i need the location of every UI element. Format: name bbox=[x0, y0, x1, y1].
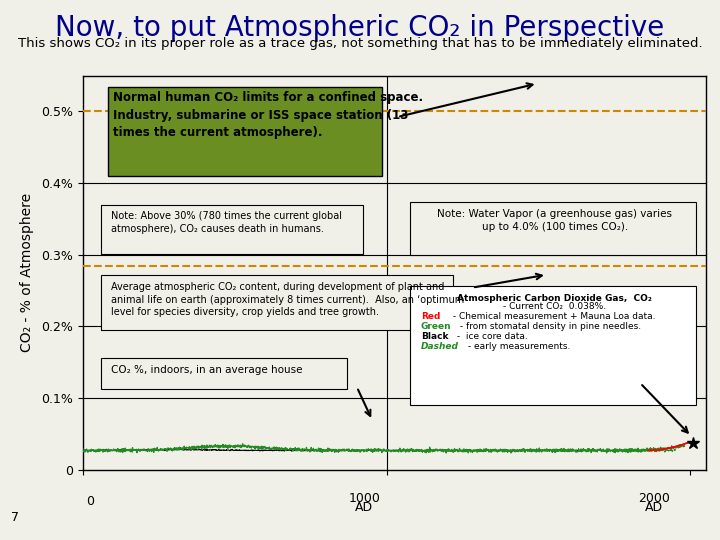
Text: Note: Above 30% (780 times the current global
atmosphere), CO₂ causes death in h: Note: Above 30% (780 times the current g… bbox=[112, 211, 343, 234]
Text: AD: AD bbox=[644, 501, 663, 515]
Text: - Chemical measurement + Mauna Loa data.: - Chemical measurement + Mauna Loa data. bbox=[450, 312, 656, 321]
FancyBboxPatch shape bbox=[102, 275, 454, 330]
Text: AD: AD bbox=[355, 501, 374, 515]
Text: Black: Black bbox=[421, 332, 449, 341]
Text: Green: Green bbox=[421, 322, 451, 331]
FancyBboxPatch shape bbox=[410, 202, 696, 255]
Y-axis label: CO₂ - % of Atmosphere: CO₂ - % of Atmosphere bbox=[20, 193, 34, 352]
Text: Dashed: Dashed bbox=[421, 342, 459, 351]
FancyBboxPatch shape bbox=[102, 205, 363, 254]
Text: Atmospheric Carbon Dioxide Gas,  CO₂: Atmospheric Carbon Dioxide Gas, CO₂ bbox=[457, 294, 652, 302]
Text: 0: 0 bbox=[86, 495, 94, 508]
Text: - early measurements.: - early measurements. bbox=[464, 342, 570, 351]
Text: 2000: 2000 bbox=[638, 492, 670, 505]
Text: Red: Red bbox=[421, 312, 441, 321]
Text: - Current CO₂  0.038%.: - Current CO₂ 0.038%. bbox=[503, 302, 606, 311]
Text: This shows CO₂ in its proper role as a trace gas, not something that has to be i: This shows CO₂ in its proper role as a t… bbox=[18, 37, 702, 50]
FancyBboxPatch shape bbox=[410, 287, 696, 405]
Text: Note: Water Vapor (a greenhouse gas) varies
up to 4.0% (100 times CO₂).: Note: Water Vapor (a greenhouse gas) var… bbox=[437, 209, 672, 232]
FancyBboxPatch shape bbox=[102, 358, 348, 389]
FancyBboxPatch shape bbox=[108, 87, 382, 176]
Text: 1000: 1000 bbox=[348, 492, 380, 505]
Text: CO₂ %, indoors, in an average house: CO₂ %, indoors, in an average house bbox=[112, 364, 303, 375]
Text: Now, to put Atmospheric CO₂ in Perspective: Now, to put Atmospheric CO₂ in Perspecti… bbox=[55, 14, 665, 42]
Text: - from stomatal density in pine needles.: - from stomatal density in pine needles. bbox=[457, 322, 642, 331]
Text: 7: 7 bbox=[11, 511, 19, 524]
Text: Normal human CO₂ limits for a confined space.
Industry, submarine or ISS space s: Normal human CO₂ limits for a confined s… bbox=[113, 91, 423, 139]
Text: -  ice core data.: - ice core data. bbox=[454, 332, 528, 341]
Text: Average atmospheric CO₂ content, during development of plant and
animal life on : Average atmospheric CO₂ content, during … bbox=[112, 282, 468, 317]
